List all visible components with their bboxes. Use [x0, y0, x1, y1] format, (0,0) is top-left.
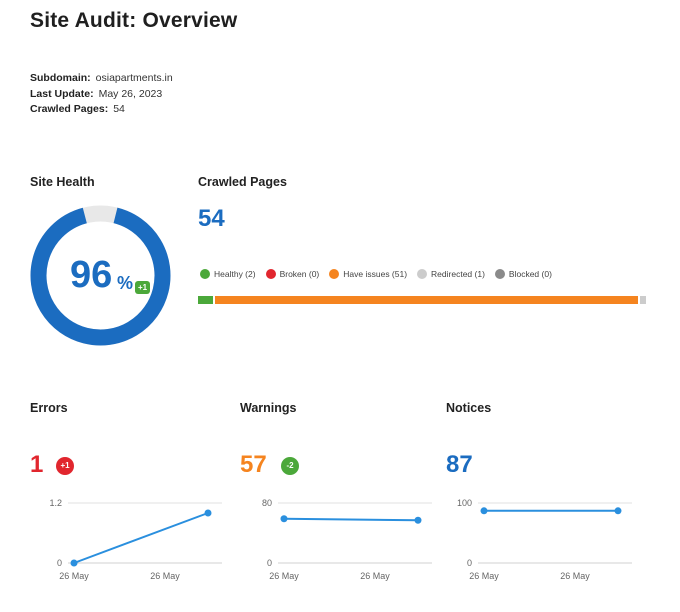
last-update-label: Last Update: — [30, 88, 94, 100]
subdomain-row: Subdomain: osiapartments.in — [30, 72, 173, 84]
data-point — [414, 516, 422, 524]
x-tick-label: 26 May — [150, 571, 180, 581]
errors-title[interactable]: Errors — [30, 401, 68, 415]
errors-trend-chart[interactable]: 1.2 0 26 May 26 May — [40, 490, 230, 590]
legend-blocked[interactable]: Blocked (0) — [494, 269, 552, 279]
x-tick-label: 26 May — [560, 571, 590, 581]
subdomain-value: osiapartments.in — [95, 72, 173, 84]
crawled-pages-label: Crawled Pages: — [30, 103, 109, 115]
series-line — [283, 517, 419, 522]
x-tick-label: 26 May — [469, 571, 499, 581]
y-tick-label: 1.2 — [49, 498, 62, 508]
notices-title[interactable]: Notices — [446, 401, 492, 415]
x-tick-label: 26 May — [360, 571, 390, 581]
y-tick-label: 0 — [267, 558, 272, 568]
legend-healthy-label: Healthy (2) — [214, 269, 256, 279]
site-health-value: 96 — [70, 254, 113, 296]
bar-segment-3[interactable] — [639, 296, 646, 304]
crawled-pages-value: 54 — [113, 103, 125, 115]
crawled-pages-title[interactable]: Crawled Pages — [198, 175, 287, 189]
notices-trend-chart[interactable]: 100 0 26 May 26 May — [450, 490, 640, 590]
warnings-trend-chart[interactable]: 80 0 26 May 26 May — [250, 490, 440, 590]
x-tick-label: 26 May — [59, 571, 89, 581]
x-tick-label: 26 May — [269, 571, 299, 581]
crawled-legend: Healthy (2) Broken (0) Have issues (51) … — [200, 269, 552, 279]
data-point — [204, 509, 212, 517]
crawled-pages-row: Crawled Pages: 54 — [30, 103, 125, 115]
issues-dot-icon — [329, 269, 340, 279]
series-line — [73, 512, 209, 564]
y-tick-label: 0 — [467, 558, 472, 568]
crawled-pages-total[interactable]: 54 — [198, 205, 225, 232]
warnings-delta-badge: -2 — [281, 457, 299, 475]
healthy-dot-icon — [200, 269, 210, 279]
legend-have-issues[interactable]: Have issues (51) — [329, 269, 407, 279]
y-tick-label: 80 — [262, 498, 272, 508]
legend-broken[interactable]: Broken (0) — [265, 269, 320, 279]
page-title: Site Audit: Overview — [30, 9, 238, 32]
errors-value[interactable]: 1 — [30, 451, 44, 478]
notices-value[interactable]: 87 — [446, 451, 473, 478]
y-tick-label: 100 — [457, 498, 472, 508]
crawled-pages-bar[interactable] — [198, 296, 648, 304]
data-point — [280, 515, 288, 523]
warnings-title[interactable]: Warnings — [240, 401, 297, 415]
last-update-row: Last Update: May 26, 2023 — [30, 88, 162, 100]
site-health-title[interactable]: Site Health — [30, 175, 95, 189]
data-point — [614, 507, 622, 515]
bar-segment-0[interactable] — [198, 296, 213, 304]
redirected-dot-icon — [417, 269, 428, 279]
data-point — [70, 559, 78, 567]
legend-healthy[interactable]: Healthy (2) — [200, 269, 256, 279]
site-health-donut[interactable] — [28, 203, 173, 348]
legend-redirected-label: Redirected (1) — [431, 269, 485, 279]
site-health-delta-badge: +1 — [135, 281, 151, 294]
legend-broken-label: Broken (0) — [279, 269, 320, 279]
legend-blocked-label: Blocked (0) — [508, 269, 552, 279]
y-tick-label: 0 — [57, 558, 62, 568]
donut-value-arc — [30, 205, 171, 346]
errors-delta-badge: +1 — [56, 457, 74, 475]
warnings-value[interactable]: 57 — [240, 451, 267, 478]
blocked-dot-icon — [494, 269, 505, 279]
legend-redirected[interactable]: Redirected (1) — [417, 269, 485, 279]
legend-issues-label: Have issues (51) — [343, 269, 408, 279]
broken-dot-icon — [265, 269, 276, 279]
subdomain-label: Subdomain: — [30, 72, 91, 84]
last-update-value: May 26, 2023 — [98, 88, 163, 100]
site-health-unit: % — [117, 273, 134, 293]
data-point — [480, 507, 488, 515]
bar-segment-2[interactable] — [214, 296, 638, 304]
